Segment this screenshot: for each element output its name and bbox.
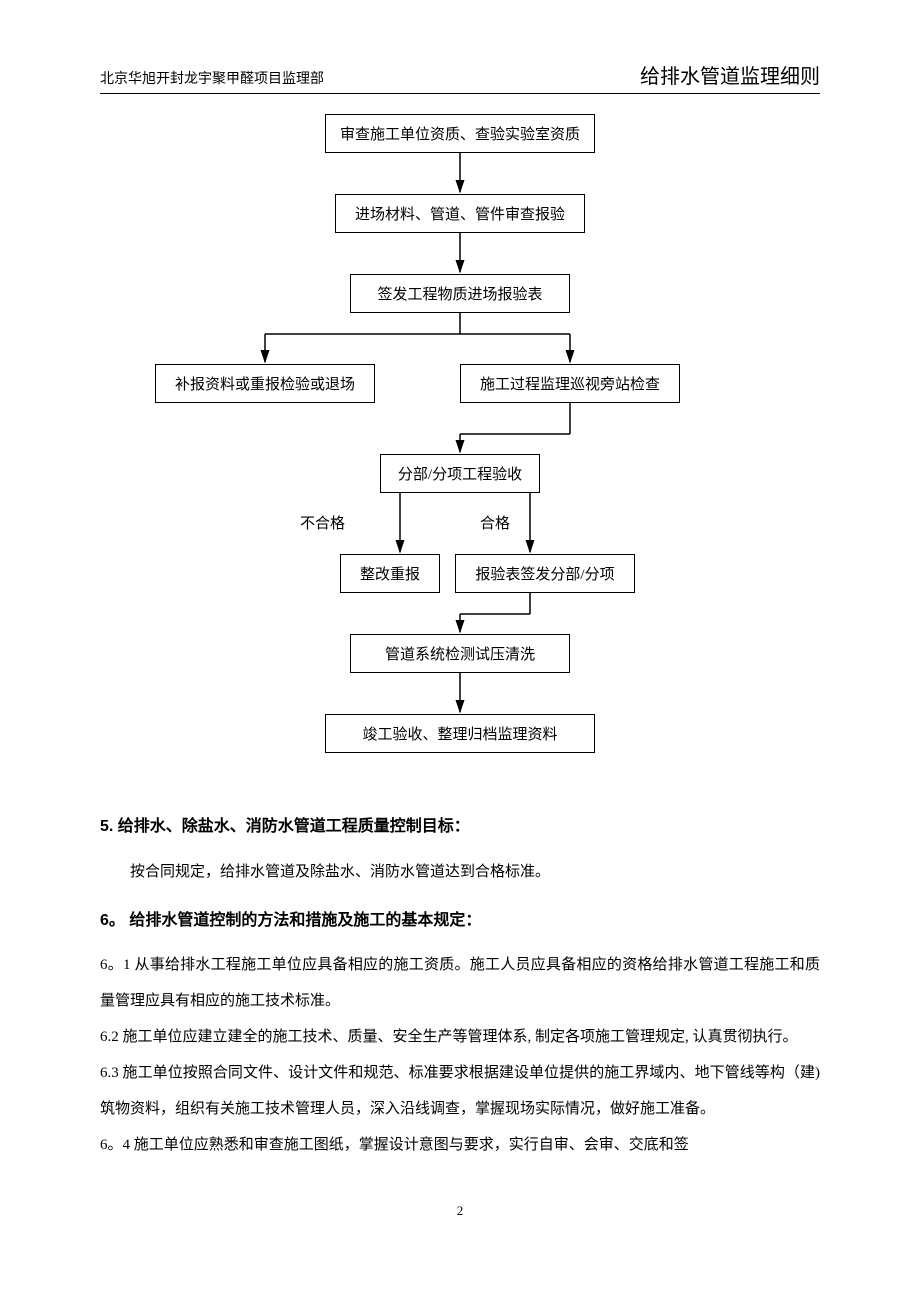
- section-6-p4: 6。4 施工单位应熟悉和审查施工图纸，掌握设计意图与要求，实行自审、会审、交底和…: [100, 1127, 820, 1163]
- document-page: 北京华旭开封龙宇聚甲醛项目监理部 给排水管道监理细则: [0, 0, 920, 1259]
- flow-node-material-review: 进场材料、管道、管件审查报验: [335, 194, 585, 233]
- flow-label-pass: 合格: [480, 512, 510, 533]
- flow-node-issue-form: 签发工程物质进场报验表: [350, 274, 570, 313]
- flow-node-supervision-check: 施工过程监理巡视旁站检查: [460, 364, 680, 403]
- flow-node-acceptance: 分部/分项工程验收: [380, 454, 540, 493]
- flow-node-system-test: 管道系统检测试压清洗: [350, 634, 570, 673]
- flowchart: 审查施工单位资质、查验实验室资质 进场材料、管道、管件审查报验 签发工程物质进场…: [100, 114, 820, 784]
- flow-node-completion: 竣工验收、整理归档监理资料: [325, 714, 595, 753]
- header-left-text: 北京华旭开封龙宇聚甲醛项目监理部: [100, 68, 324, 88]
- section-6-p2: 6.2 施工单位应建立建全的施工技术、质量、安全生产等管理体系, 制定各项施工管…: [100, 1019, 820, 1055]
- flow-label-fail: 不合格: [300, 512, 345, 533]
- flow-node-resubmit: 补报资料或重报检验或退场: [155, 364, 375, 403]
- flow-node-review-qualification: 审查施工单位资质、查验实验室资质: [325, 114, 595, 153]
- flow-node-issue-subitem: 报验表签发分部/分项: [455, 554, 635, 593]
- flow-node-rectify: 整改重报: [340, 554, 440, 593]
- header-right-title: 给排水管道监理细则: [640, 60, 820, 89]
- page-number: 2: [100, 1203, 820, 1219]
- page-header: 北京华旭开封龙宇聚甲醛项目监理部 给排水管道监理细则: [100, 60, 820, 94]
- section-6-p3: 6.3 施工单位按照合同文件、设计文件和规范、标准要求根据建设单位提供的施工界域…: [100, 1055, 820, 1127]
- section-6-p1: 6。1 从事给排水工程施工单位应具备相应的施工资质。施工人员应具备相应的资格给排…: [100, 947, 820, 1019]
- section-6-title: 6。 给排水管道控制的方法和措施及施工的基本规定：: [100, 908, 820, 934]
- section-5-body: 按合同规定，给排水管道及除盐水、消防水管道达到合格标准。: [100, 854, 820, 890]
- section-5-title: 5. 给排水、除盐水、消防水管道工程质量控制目标：: [100, 814, 820, 840]
